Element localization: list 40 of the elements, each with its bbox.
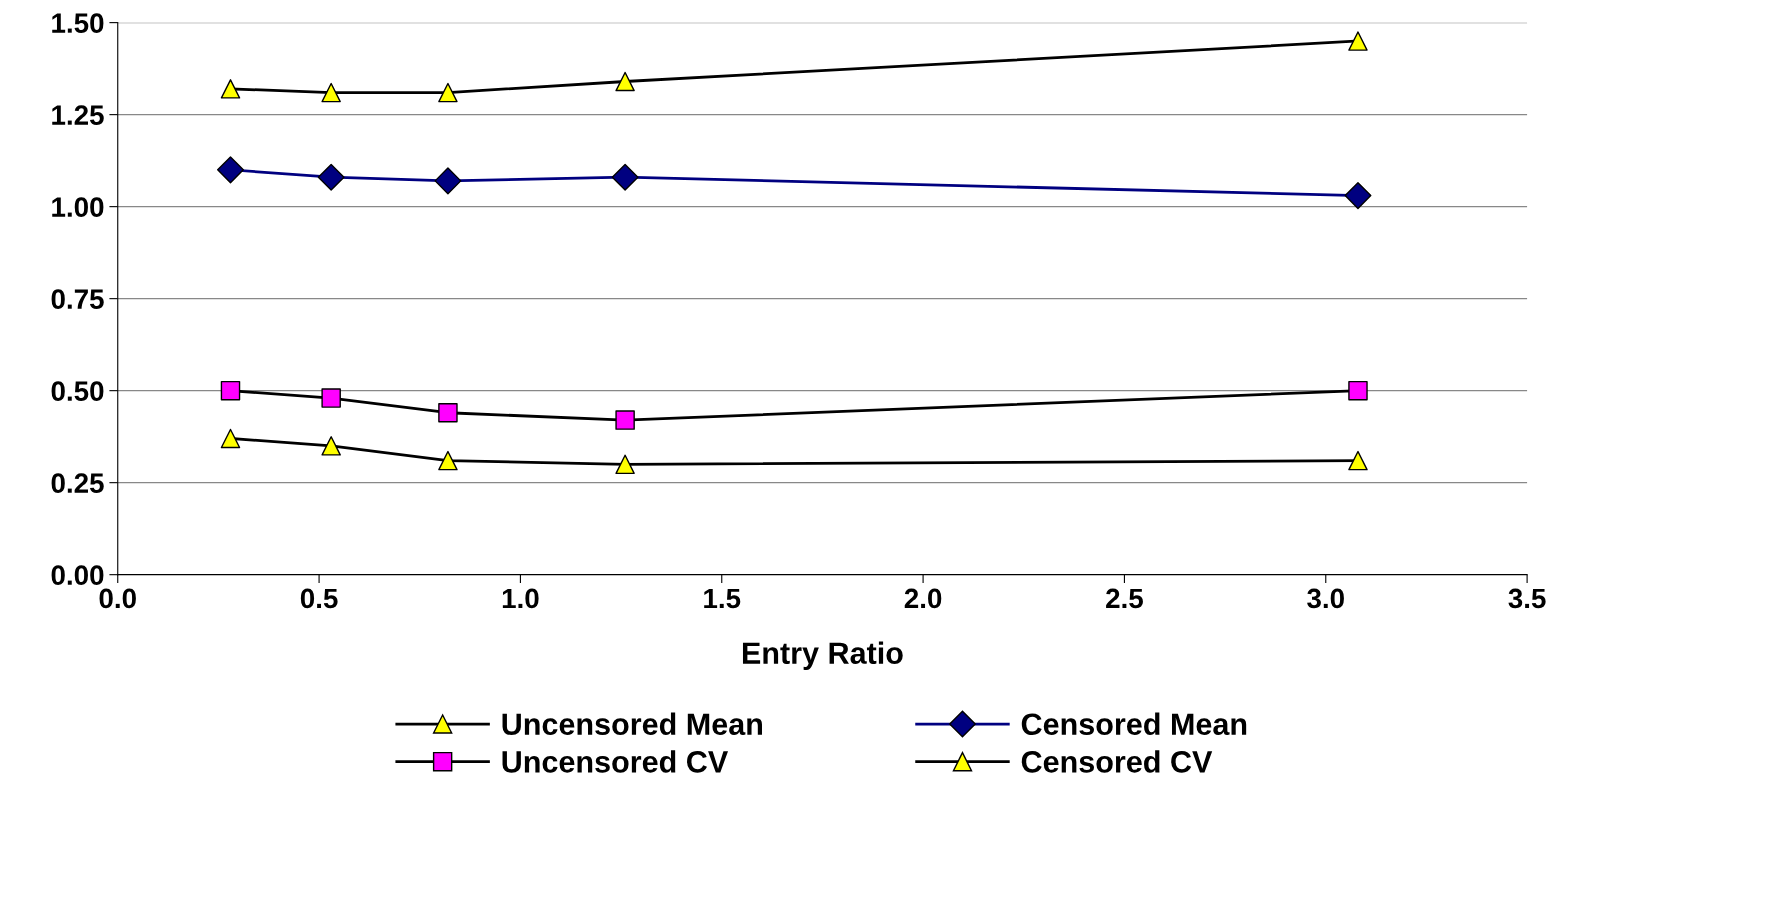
x-tick-label: 0.5 — [300, 588, 338, 609]
point — [615, 454, 635, 475]
legend-label: Censored Mean — [1021, 712, 1247, 736]
legend-label: Uncensored Mean — [502, 712, 762, 736]
point — [317, 163, 345, 191]
point — [220, 380, 241, 401]
y-tick-label: 0.25 — [51, 473, 104, 494]
point — [611, 163, 639, 191]
point — [438, 402, 458, 423]
point — [220, 428, 241, 449]
point — [321, 436, 341, 456]
x-tick-label: 3.5 — [1508, 588, 1546, 609]
point — [1348, 450, 1368, 471]
x-tick-label: 2.0 — [904, 588, 942, 609]
x-tick-label: 1.5 — [704, 588, 741, 609]
legend-label: Uncensored CV — [502, 750, 729, 773]
y-tick-label: 1.50 — [52, 13, 104, 33]
x-tick-label: 3.0 — [1307, 588, 1344, 609]
point — [220, 79, 241, 99]
x-tick-label: 0.0 — [99, 588, 136, 609]
x-tick-label: 1.0 — [502, 588, 539, 609]
point — [1348, 380, 1368, 401]
point — [438, 82, 458, 103]
point — [615, 71, 635, 92]
point — [615, 410, 635, 430]
point — [216, 156, 244, 184]
point — [1344, 182, 1372, 210]
x-tick-label: 2.5 — [1106, 588, 1143, 609]
point — [321, 388, 341, 408]
y-tick-label: 1.00 — [52, 197, 104, 217]
point — [1348, 31, 1368, 51]
y-tick-label: 0.00 — [51, 565, 104, 586]
y-tick-label: 0.50 — [51, 381, 104, 401]
x-axis-title: Entry Ratio — [742, 641, 903, 671]
point — [321, 82, 341, 103]
point — [438, 450, 458, 471]
y-tick-label: 0.75 — [51, 289, 104, 309]
point — [434, 167, 462, 195]
y-tick-label: 1.25 — [52, 105, 104, 125]
legend-label: Censored CV — [1021, 750, 1213, 773]
